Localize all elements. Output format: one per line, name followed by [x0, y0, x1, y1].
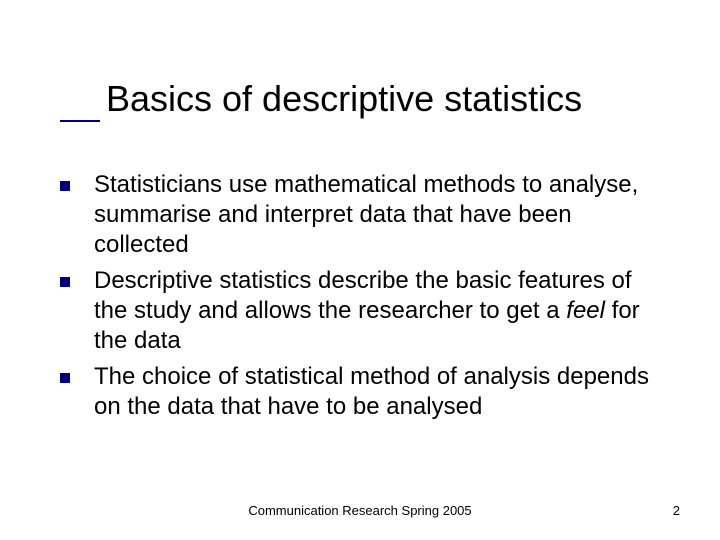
footer-text: Communication Research Spring 2005 — [0, 503, 720, 518]
bullet-square-icon — [60, 373, 70, 383]
title-accent-line — [60, 120, 100, 122]
bullet-text: Descriptive statistics describe the basi… — [94, 266, 670, 356]
slide-title: Basics of descriptive statistics — [106, 78, 680, 119]
bullet-item: Descriptive statistics describe the basi… — [60, 266, 670, 356]
bullet-item: The choice of statistical method of anal… — [60, 362, 670, 422]
bullet-text: The choice of statistical method of anal… — [94, 362, 670, 422]
body-block: Statisticians use mathematical methods t… — [60, 170, 670, 428]
title-block: Basics of descriptive statistics — [60, 78, 680, 119]
bullet-item: Statisticians use mathematical methods t… — [60, 170, 670, 260]
page-number: 2 — [673, 503, 680, 518]
bullet-text: Statisticians use mathematical methods t… — [94, 170, 670, 260]
slide: Basics of descriptive statistics Statist… — [0, 0, 720, 540]
bullet-square-icon — [60, 277, 70, 287]
bullet-square-icon — [60, 181, 70, 191]
